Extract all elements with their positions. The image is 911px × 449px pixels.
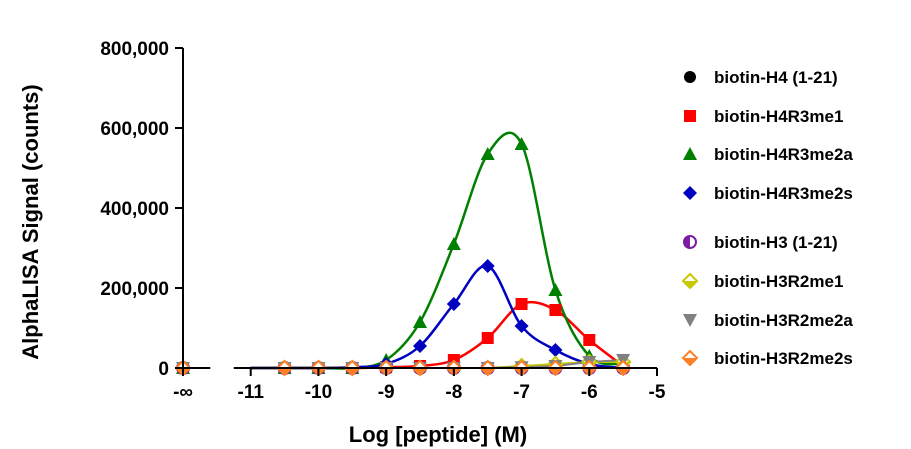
legend: biotin-H4 (1-21) biotin-H4R3me1 biotin-H4R… [681,68,853,368]
y-tick-label: 600,000 [100,119,169,140]
y-tick-label: 800,000 [100,39,169,60]
legend-marker-biotin-h3-1-21-fill [684,236,690,248]
legend-label: biotin-H4R3me2s [714,184,853,203]
data-point-fill [616,368,631,375]
x-tick-label: -6 [581,382,598,403]
legend-marker-biotin-h4r3me2s [683,186,697,200]
data-point [514,137,529,150]
data-point [514,319,529,333]
data-point [480,147,495,160]
y-tick-label: 200,000 [100,279,169,300]
legend-label: biotin-H3R2me1 [714,272,843,291]
legend-marker-biotin-h4r3me1 [684,110,696,122]
legend-marker-biotin-h4r3me2a [683,147,697,160]
legend-label: biotin-H3R2me2s [714,349,853,368]
legend-label: biotin-H3 (1-21) [714,233,838,252]
series-biotin-h4r3me2a [176,137,631,374]
x-tick-label: -8 [445,382,462,403]
data-point [446,297,461,311]
data-point [480,259,495,273]
data-point [549,304,562,316]
x-tick-label: -9 [378,382,395,403]
x-tick-label: -10 [305,382,332,403]
legend-label: biotin-H4R3me2a [714,145,853,164]
data-point [548,343,563,357]
y-tick-label: 0 [158,359,169,380]
legend-label: biotin-H3R2me2a [714,311,853,330]
legend-marker-biotin-h3r2me1-fill [683,281,697,288]
data-point [446,237,461,250]
data-point [413,339,427,353]
fit-curve-biotin-h4r3me1 [250,300,624,370]
data-points [174,137,632,377]
fit-curve-biotin-h4r3me2s [250,264,624,370]
x-axis-title: Log [peptide] (M) [349,422,527,447]
data-point-fill [480,368,495,375]
data-point-fill [548,368,563,375]
y-axis-title: AlphaLISA Signal (counts) [18,84,43,359]
x-tick-label: -5 [649,382,666,403]
x-tick-label: -7 [513,382,530,403]
x-tick-label: -∞ [173,382,193,403]
data-point [515,298,528,310]
x-tick-label: -11 [238,382,265,403]
legend-label: biotin-H4R3me1 [714,107,843,126]
data-point [583,334,596,346]
axes: 0 200,000 400,000 600,000 800,000 -∞ -11 -10 -9 -… [100,39,666,403]
fit-curve-biotin-h4r3me2a [250,131,624,370]
y-tick-label: 400,000 [100,199,169,220]
legend-marker-biotin-h3r2me2a [683,314,697,327]
data-point-fill [277,368,292,375]
legend-marker-biotin-h4-1-21 [684,71,696,83]
data-point-fill [413,368,427,375]
data-point [481,332,494,344]
data-point [413,315,427,328]
legend-marker-biotin-h3r2me2s-fill [683,358,697,365]
fit-curves [183,131,624,370]
data-point-fill [345,368,360,375]
data-point [548,283,563,296]
legend-label: biotin-H4 (1-21) [714,68,838,87]
